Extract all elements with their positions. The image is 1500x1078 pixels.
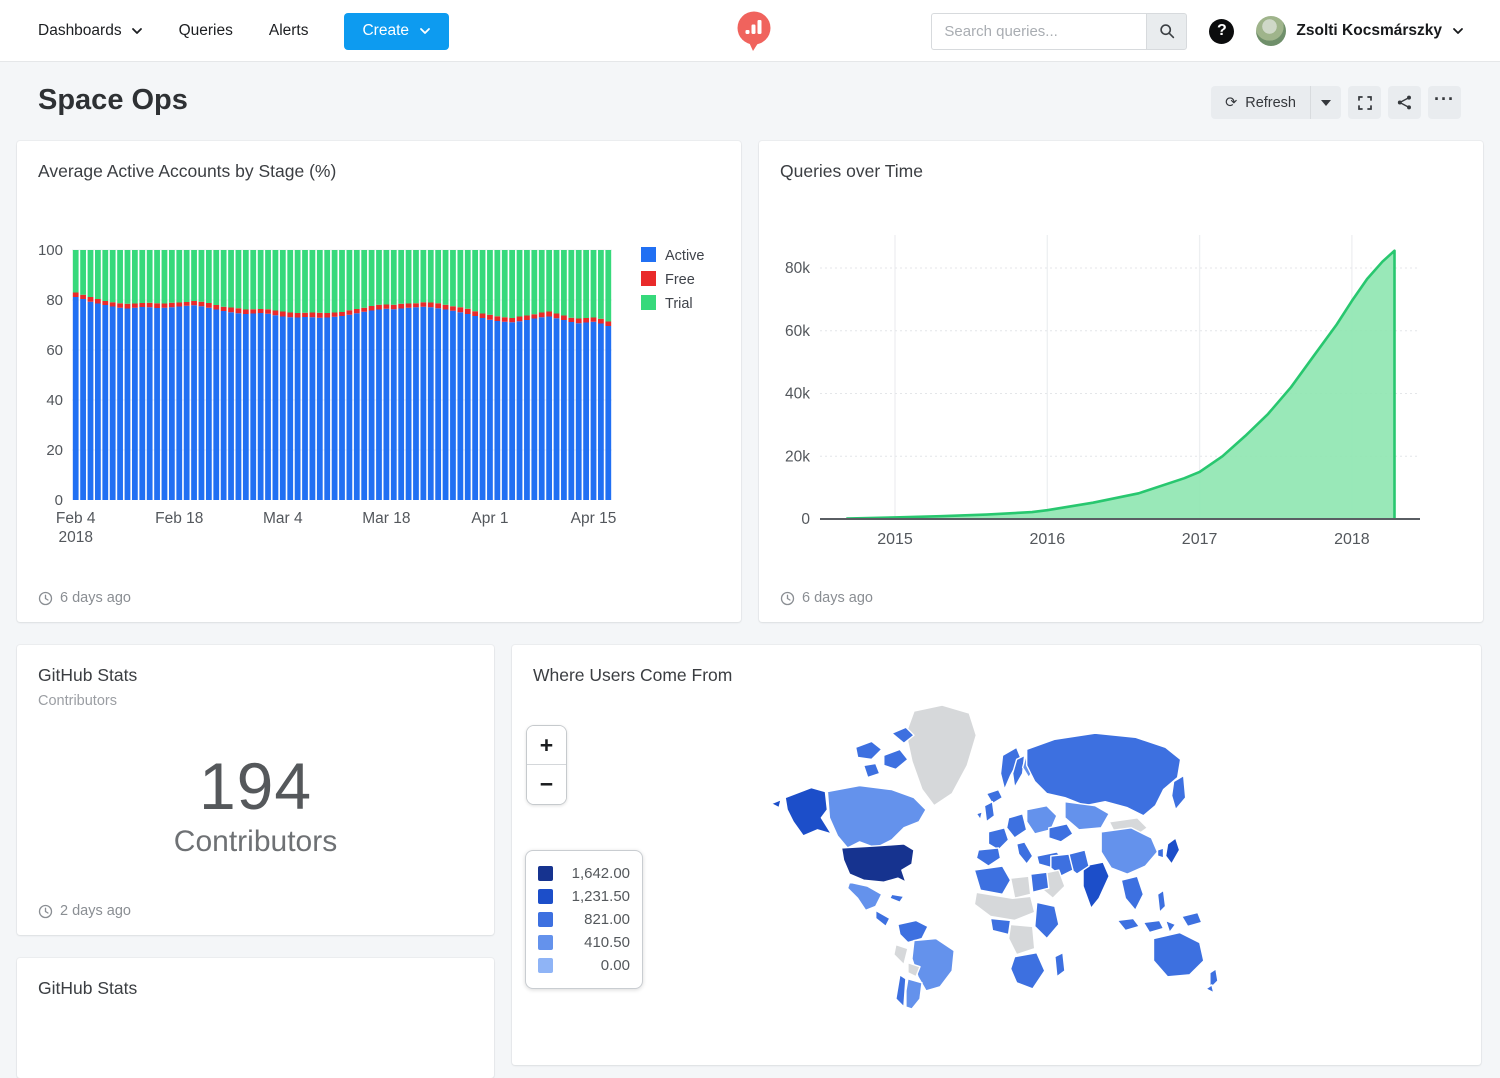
avatar [1256,16,1287,46]
legend-swatch [538,935,553,950]
svg-text:0: 0 [801,511,810,528]
search-icon [1160,24,1175,39]
fullscreen-button[interactable] [1348,86,1381,119]
widget-subtitle: Contributors [38,693,117,709]
page-title: Space Ops [38,84,188,116]
svg-text:100: 100 [38,242,63,259]
nav-queries[interactable]: Queries [178,22,233,39]
svg-text:40: 40 [46,392,63,409]
legend-swatch [538,889,553,904]
stacked-bar-chart: 0 20 40 60 80 100 Feb 4 2018 Feb 18 Mar 4 Mar 18 Ap… [38,242,705,546]
svg-text:Feb 4: Feb 4 [56,510,96,527]
navbar: Dashboards Queries Alerts Create [0,0,1500,62]
svg-text:2018: 2018 [58,529,92,546]
svg-text:Mar 18: Mar 18 [362,510,410,527]
svg-text:20k: 20k [785,448,810,465]
svg-text:Active: Active [665,248,705,264]
svg-text:2018: 2018 [1334,531,1370,548]
more-options-button[interactable]: ··· [1428,86,1461,119]
svg-text:0: 0 [55,492,63,509]
chevron-down-icon [131,28,142,34]
widget-updated: 2 days ago [38,903,131,919]
widget-title[interactable]: Queries over Time [780,161,923,181]
svg-text:Mar 4: Mar 4 [263,510,303,527]
widget-users-map: Where Users Come From + − 1,642.00 1,231… [512,645,1481,1065]
question-mark-icon: ? [1217,22,1227,39]
svg-text:Trial: Trial [665,296,693,312]
widget-title[interactable]: Average Active Accounts by Stage (%) [38,161,337,181]
svg-text:20: 20 [46,442,63,459]
share-icon [1397,95,1411,110]
chevron-down-icon [1453,28,1463,34]
svg-text:2017: 2017 [1182,531,1218,548]
legend-swatch [538,958,553,973]
chevron-down-icon [420,28,430,34]
nav-dashboards[interactable]: Dashboards [38,22,143,40]
svg-text:2016: 2016 [1030,531,1066,548]
clock-icon [38,591,53,605]
clock-icon [38,904,53,918]
refresh-icon: ⟳ [1225,94,1238,111]
nav-dashboards-label: Dashboards [38,22,122,39]
user-name: Zsolti Kocsmárszky [1296,22,1442,39]
widget-github-stats-2: GitHub Stats [17,958,494,1078]
caret-down-icon [1321,99,1331,106]
search-input[interactable] [931,12,1147,50]
widget-active-accounts: Average Active Accounts by Stage (%) 0 20… [17,141,741,622]
map-legend: 1,642.00 1,231.50 821.00 410.50 0.00 [525,850,643,989]
world-choropleth-map[interactable] [762,697,1237,1009]
svg-text:Apr 1: Apr 1 [471,510,508,527]
page-header: Space Ops ⟳ Refresh ··· [0,62,1500,141]
create-button[interactable]: Create [344,12,450,50]
share-button[interactable] [1388,86,1421,119]
widget-updated: 6 days ago [38,590,131,606]
refresh-button[interactable]: ⟳ Refresh [1211,86,1311,119]
svg-text:80k: 80k [785,260,810,277]
svg-text:60: 60 [46,342,63,359]
search-button[interactable] [1146,12,1188,50]
widget-title[interactable]: GitHub Stats [38,978,138,998]
map-zoom-in-button[interactable]: + [527,726,566,765]
svg-text:Free: Free [665,272,695,288]
nav-alerts[interactable]: Alerts [268,22,309,39]
widget-queries-over-time: Queries over Time 0 20k 40k 60k 80k 2015 2016 2… [759,141,1483,622]
user-menu[interactable]: Zsolti Kocsmárszky [1256,16,1464,46]
widget-github-stats: GitHub Stats Contributors 194 Contributo… [17,645,494,935]
widget-title[interactable]: GitHub Stats [38,665,138,685]
refresh-dropdown-button[interactable] [1311,86,1341,119]
svg-text:Apr 15: Apr 15 [571,510,617,527]
counter-value: 194 [198,749,313,823]
legend-swatch [538,866,553,881]
widget-updated: 6 days ago [780,590,873,606]
svg-text:60k: 60k [785,323,810,340]
svg-text:80: 80 [46,292,63,309]
redash-logo-icon [737,11,771,51]
widget-title[interactable]: Where Users Come From [533,665,733,685]
clock-icon [780,591,795,605]
legend-swatch [538,912,553,927]
map-zoom-control: + − [526,725,567,805]
svg-text:40k: 40k [785,386,810,403]
map-zoom-out-button[interactable]: − [527,765,566,804]
svg-text:2015: 2015 [877,531,913,548]
counter-label: Contributors [173,825,338,858]
svg-text:Feb 18: Feb 18 [155,510,203,527]
help-button[interactable]: ? [1209,18,1235,44]
search-box [931,12,1188,50]
area-chart: 0 20k 40k 60k 80k 2015 2016 2017 2018 [785,235,1420,548]
fullscreen-icon [1357,95,1372,110]
